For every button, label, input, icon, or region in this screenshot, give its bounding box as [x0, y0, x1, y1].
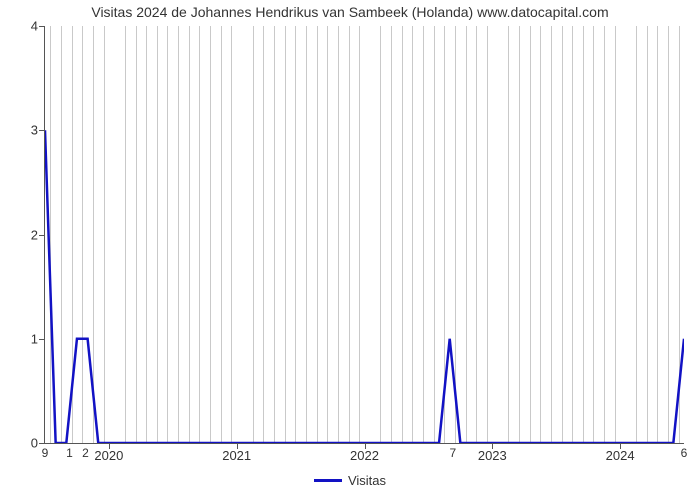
y-tick-mark	[39, 339, 44, 340]
y-tick-mark	[39, 235, 44, 236]
x-minor-label: 6	[681, 446, 688, 460]
y-tick-mark	[39, 130, 44, 131]
legend: Visitas	[0, 472, 700, 488]
visits-chart: Visitas 2024 de Johannes Hendrikus van S…	[0, 0, 700, 500]
legend-label: Visitas	[348, 473, 386, 488]
y-tick-mark	[39, 26, 44, 27]
y-tick-label: 3	[8, 123, 38, 138]
legend-swatch	[314, 479, 342, 482]
x-minor-label: 9	[42, 446, 49, 460]
y-tick-label: 2	[8, 227, 38, 242]
x-tick-label: 2020	[94, 448, 123, 463]
x-tick-label: 2021	[222, 448, 251, 463]
x-tick-label: 2023	[478, 448, 507, 463]
y-tick-label: 1	[8, 331, 38, 346]
x-minor-label: 7	[450, 446, 457, 460]
x-tick-label: 2022	[350, 448, 379, 463]
x-minor-label: 2	[82, 446, 89, 460]
y-tick-label: 0	[8, 436, 38, 451]
chart-title: Visitas 2024 de Johannes Hendrikus van S…	[0, 4, 700, 20]
x-minor-label: 1	[66, 446, 73, 460]
y-tick-mark	[39, 443, 44, 444]
x-tick-label: 2024	[606, 448, 635, 463]
plot-area	[44, 26, 684, 444]
line-series	[45, 26, 684, 443]
y-tick-label: 4	[8, 19, 38, 34]
